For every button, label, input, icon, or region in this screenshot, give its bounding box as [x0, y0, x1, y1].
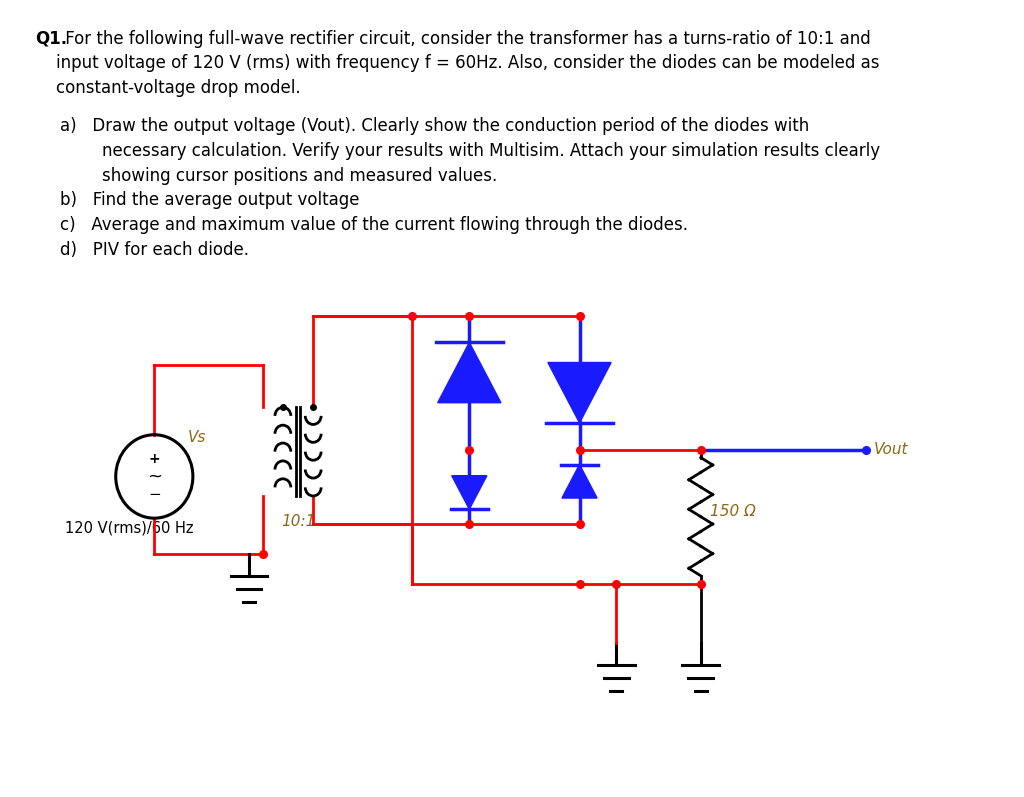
Text: c)   Average and maximum value of the current flowing through the diodes.: c) Average and maximum value of the curr… — [59, 216, 688, 234]
Text: 120 V(rms)/60 Hz: 120 V(rms)/60 Hz — [66, 520, 194, 536]
Polygon shape — [548, 363, 611, 423]
Text: ~: ~ — [146, 468, 162, 485]
Text: necessary calculation. Verify your results with Multisim. Attach your simulation: necessary calculation. Verify your resul… — [59, 142, 880, 160]
Text: Vs: Vs — [188, 430, 207, 445]
Text: a)   Draw the output voltage (Vout). Clearly show the conduction period of the d: a) Draw the output voltage (Vout). Clear… — [59, 117, 809, 135]
Text: constant-voltage drop model.: constant-voltage drop model. — [35, 79, 301, 97]
Text: +: + — [148, 452, 160, 465]
Text: 10:1: 10:1 — [282, 514, 315, 529]
Text: input voltage of 120 V (rms) with frequency f = 60Hz. Also, consider the diodes : input voltage of 120 V (rms) with freque… — [35, 54, 880, 73]
Text: 150 Ω: 150 Ω — [710, 505, 756, 519]
Polygon shape — [452, 476, 486, 509]
Text: −: − — [147, 487, 161, 502]
Text: b)   Find the average output voltage: b) Find the average output voltage — [59, 191, 359, 210]
Text: d)   PIV for each diode.: d) PIV for each diode. — [59, 241, 249, 259]
Text: Q1.: Q1. — [35, 29, 67, 48]
Polygon shape — [437, 343, 501, 402]
Text: showing cursor positions and measured values.: showing cursor positions and measured va… — [59, 167, 497, 185]
Text: Vout: Vout — [873, 442, 908, 457]
Text: For the following full-wave rectifier circuit, consider the transformer has a tu: For the following full-wave rectifier ci… — [59, 29, 870, 48]
Polygon shape — [562, 465, 597, 498]
